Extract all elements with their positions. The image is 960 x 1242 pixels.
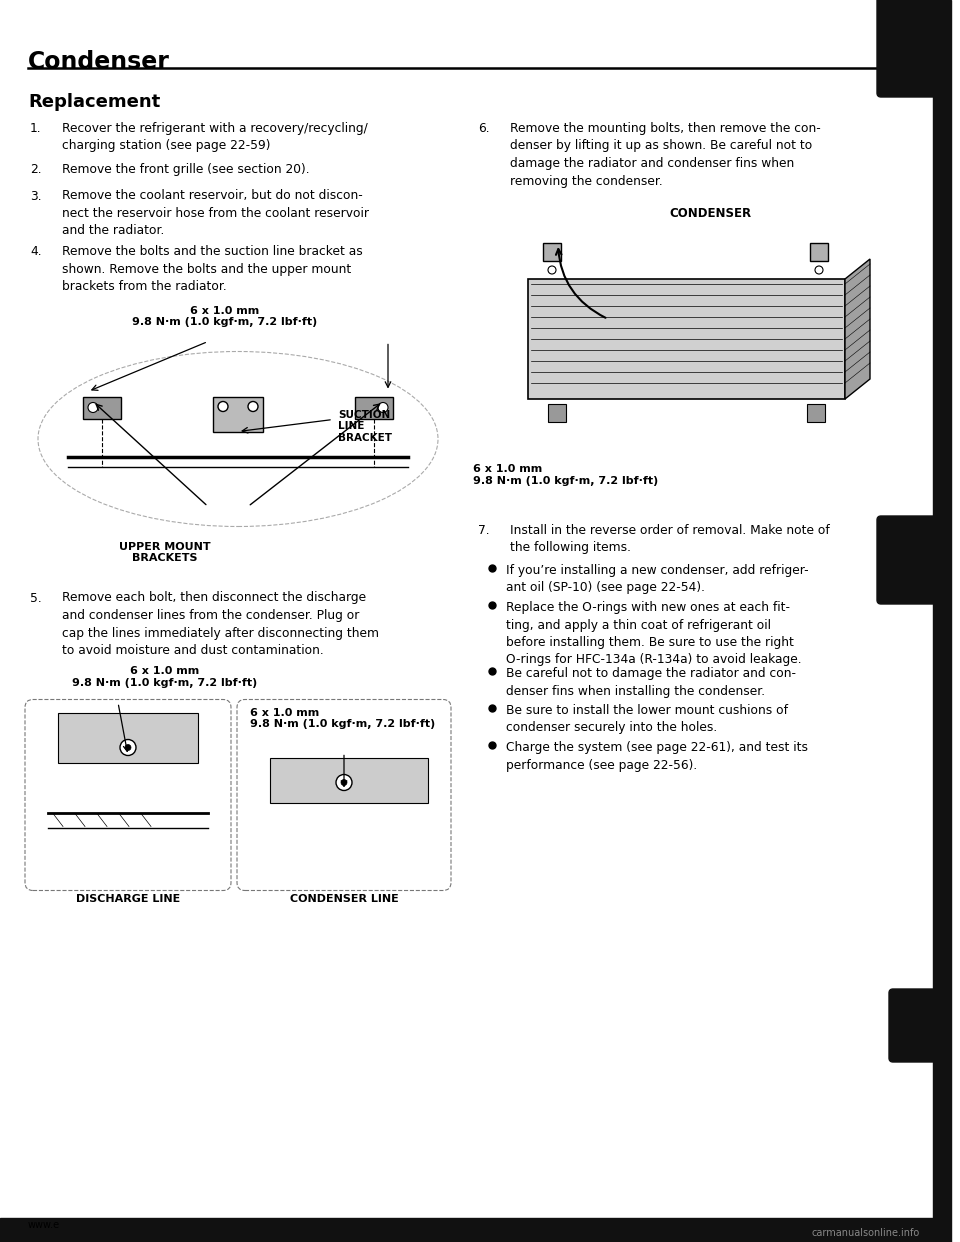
Text: Remove the mounting bolts, then remove the con-
denser by lifting it up as shown: Remove the mounting bolts, then remove t…: [510, 122, 821, 188]
Bar: [270, 758, 428, 802]
Text: 6 x 1.0 mm
9.8 N·m (1.0 kgf·m, 7.2 lbf·ft): 6 x 1.0 mm 9.8 N·m (1.0 kgf·m, 7.2 lbf·f…: [250, 708, 435, 729]
Text: Be careful not to damage the radiator and con-
denser fins when installing the c: Be careful not to damage the radiator an…: [506, 667, 796, 698]
Text: alpro: alpro: [68, 1232, 120, 1242]
Bar: [933, 0, 951, 1242]
Text: 3.: 3.: [30, 190, 41, 202]
Text: DISCHARGE LINE: DISCHARGE LINE: [76, 893, 180, 903]
Text: 6 x 1.0 mm
9.8 N·m (1.0 kgf·m, 7.2 lbf·ft): 6 x 1.0 mm 9.8 N·m (1.0 kgf·m, 7.2 lbf·f…: [473, 465, 659, 486]
Text: CONDENSER: CONDENSER: [669, 207, 751, 220]
Polygon shape: [845, 260, 870, 399]
Text: UPPER MOUNT
BRACKETS: UPPER MOUNT BRACKETS: [119, 542, 211, 563]
Text: SUCTION
LINE
BRACKET: SUCTION LINE BRACKET: [338, 410, 392, 442]
Text: 7.: 7.: [478, 524, 490, 537]
FancyBboxPatch shape: [877, 515, 937, 604]
Text: www.e: www.e: [28, 1220, 60, 1230]
Circle shape: [341, 780, 347, 785]
Text: Be sure to install the lower mount cushions of
condenser securely into the holes: Be sure to install the lower mount cushi…: [506, 704, 788, 734]
Text: 4.: 4.: [30, 245, 41, 258]
Text: Condenser: Condenser: [28, 50, 170, 75]
Text: Charge the system (see page 22-61), and test its
performance (see page 22-56).: Charge the system (see page 22-61), and …: [506, 741, 808, 771]
FancyBboxPatch shape: [889, 989, 937, 1062]
Bar: [58, 713, 198, 763]
Text: 6 x 1.0 mm
9.8 N·m (1.0 kgf·m, 7.2 lbf·ft): 6 x 1.0 mm 9.8 N·m (1.0 kgf·m, 7.2 lbf·f…: [132, 306, 318, 327]
Text: Remove the coolant reservoir, but do not discon-
nect the reservoir hose from th: Remove the coolant reservoir, but do not…: [62, 190, 369, 237]
Bar: [213, 396, 263, 431]
Circle shape: [336, 775, 352, 790]
Bar: [355, 396, 393, 419]
Bar: [543, 243, 561, 261]
Text: 1.: 1.: [30, 122, 41, 135]
Text: 6.: 6.: [478, 122, 490, 135]
Text: 5.: 5.: [30, 591, 41, 605]
Text: CONDENSER LINE: CONDENSER LINE: [290, 893, 398, 903]
Bar: [528, 279, 845, 399]
Circle shape: [248, 401, 258, 411]
FancyBboxPatch shape: [877, 0, 937, 97]
Text: Replace the O-rings with new ones at each fit-
ting, and apply a thin coat of re: Replace the O-rings with new ones at eac…: [506, 601, 802, 667]
Bar: [810, 243, 828, 261]
Circle shape: [88, 402, 98, 412]
Circle shape: [218, 401, 228, 411]
Bar: [83, 396, 121, 419]
Text: Remove the bolts and the suction line bracket as
shown. Remove the bolts and the: Remove the bolts and the suction line br…: [62, 245, 363, 293]
Text: Recover the refrigerant with a recovery/recycling/
charging station (see page 22: Recover the refrigerant with a recovery/…: [62, 122, 368, 153]
Text: 2.: 2.: [30, 163, 41, 176]
Text: Remove each bolt, then disconnect the discharge
and condenser lines from the con: Remove each bolt, then disconnect the di…: [62, 591, 379, 657]
Circle shape: [120, 739, 136, 755]
Text: Remove the front grille (see section 20).: Remove the front grille (see section 20)…: [62, 163, 310, 176]
Circle shape: [378, 402, 388, 412]
Text: Install in the reverse order of removal. Make note of
the following items.: Install in the reverse order of removal.…: [510, 524, 829, 554]
Text: 6 x 1.0 mm
9.8 N·m (1.0 kgf·m, 7.2 lbf·ft): 6 x 1.0 mm 9.8 N·m (1.0 kgf·m, 7.2 lbf·f…: [72, 667, 257, 688]
Bar: [548, 404, 566, 422]
Bar: [807, 404, 825, 422]
Text: If you’re installing a new condenser, add refriger-
ant oil (SP-10) (see page 22: If you’re installing a new condenser, ad…: [506, 564, 808, 595]
Circle shape: [548, 266, 556, 274]
Circle shape: [815, 266, 823, 274]
Text: 22-70: 22-70: [50, 1232, 108, 1242]
Bar: [0, 1218, 933, 1242]
Text: Replacement: Replacement: [28, 93, 160, 111]
Text: carmanualsonline.info: carmanualsonline.info: [812, 1228, 920, 1238]
Circle shape: [125, 744, 131, 750]
